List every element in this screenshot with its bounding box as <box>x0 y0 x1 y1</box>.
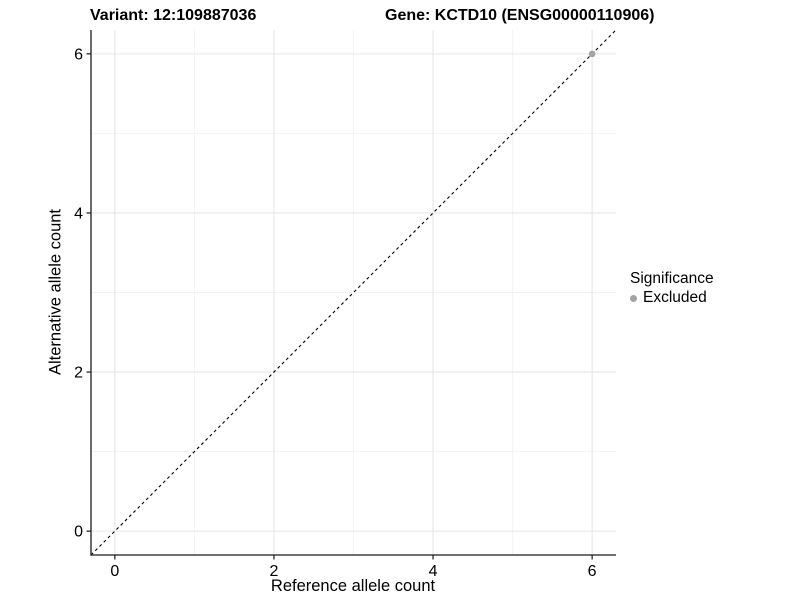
x-tick-label: 0 <box>110 563 119 580</box>
legend-item-excluded: Excluded <box>630 289 714 307</box>
y-tick-label: 4 <box>74 205 83 222</box>
plot-title-gene: Gene: KCTD10 (ENSG00000110906) <box>385 7 655 24</box>
x-tick-label: 2 <box>270 563 279 580</box>
identity-line <box>90 29 617 556</box>
y-axis-title: Alternative allele count <box>46 208 65 376</box>
legend: Significance Excluded <box>630 269 714 307</box>
plot-title-variant: Variant: 12:109887036 <box>90 7 257 24</box>
y-tick-label: 6 <box>74 46 83 63</box>
x-tick-label: 6 <box>588 563 597 580</box>
legend-item-label: Excluded <box>643 289 707 306</box>
x-axis-title: Reference allele count <box>270 577 436 595</box>
data-point-excluded <box>588 50 596 58</box>
x-tick-label: 4 <box>429 563 438 580</box>
y-tick-label: 0 <box>74 524 83 541</box>
legend-title: Significance <box>630 270 714 287</box>
y-tick-label: 2 <box>74 365 83 382</box>
legend-point-icon <box>630 294 637 302</box>
